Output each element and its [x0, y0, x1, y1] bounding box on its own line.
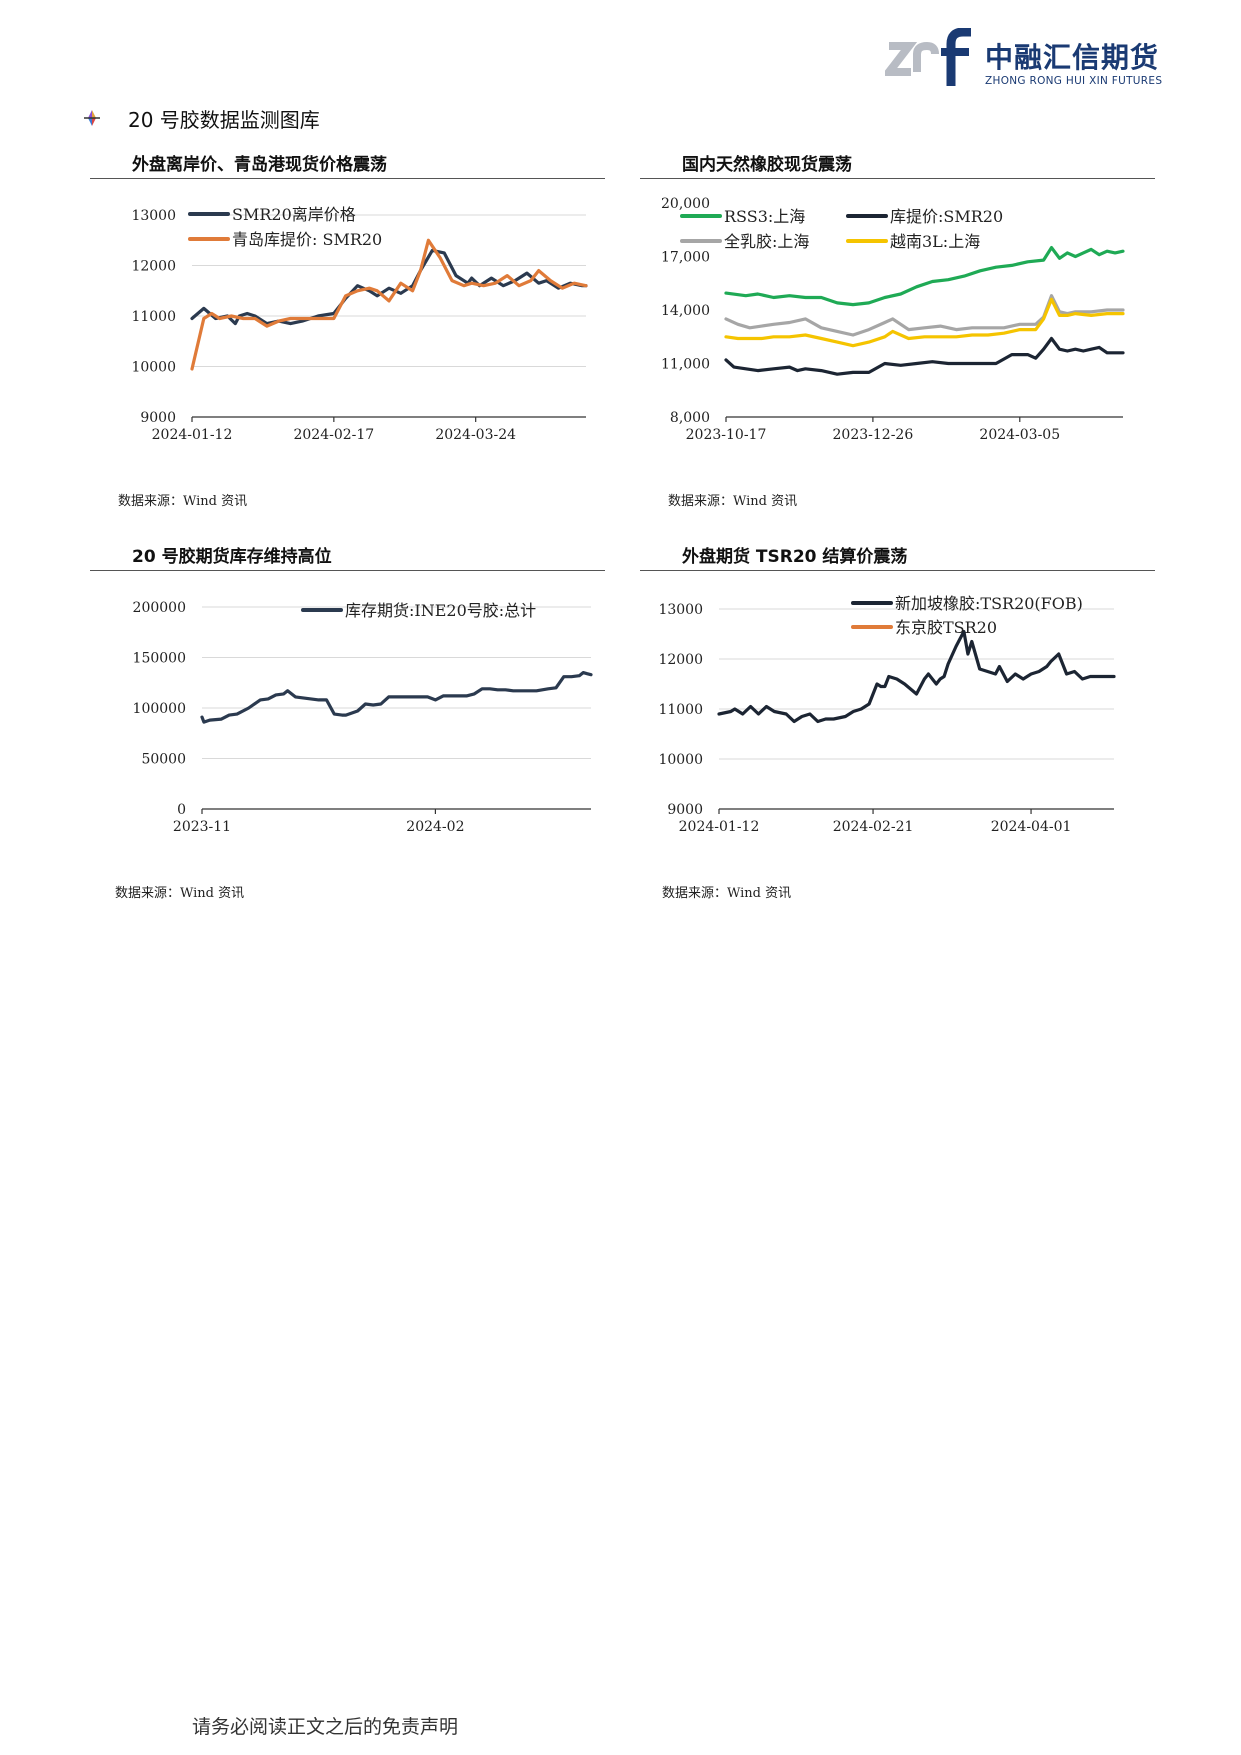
y-tick-label: 50000: [141, 752, 186, 768]
x-tick-label: 2024-02-21: [833, 819, 914, 835]
y-tick-label: 11000: [658, 702, 703, 718]
legend-label: RSS3:上海: [724, 207, 805, 226]
title-divider: [90, 178, 605, 179]
y-tick-label: 13000: [658, 602, 703, 618]
series-line-1: [200, 670, 593, 724]
y-tick-label: 12000: [658, 652, 703, 668]
y-tick-label: 13000: [131, 208, 176, 224]
legend-label: 新加坡橡胶:TSR20(FOB): [895, 594, 1083, 613]
y-tick-label: 10000: [658, 752, 703, 768]
chart-title: 国内天然橡胶现货震荡: [682, 155, 852, 175]
x-tick-label: 2023-12-26: [833, 427, 914, 443]
y-tick-label: 0: [177, 802, 186, 818]
series-line-1: [724, 245, 1125, 307]
series-line-4: [724, 297, 1125, 348]
data-source: 数据来源：Wind 资讯: [115, 886, 245, 901]
legend-label: SMR20离岸价格: [232, 205, 356, 224]
chart-title: 外盘离岸价、青岛港现货价格震荡: [132, 155, 387, 175]
chart-tsr20-settlement: 9000 10000 11000 12000 13000 2024-01-12 2024-0…: [658, 594, 1116, 835]
series-line-3: [724, 294, 1125, 337]
legend-label: 库提价:SMR20: [890, 207, 1003, 226]
chart-offshore-vs-qingdao: 9000 10000 11000 12000 13000 2024-01-12 2024-0…: [131, 205, 588, 443]
legend-label: 库存期货:INE20号胶:总计: [345, 601, 536, 620]
x-tick-label: 2024-02-17: [293, 427, 374, 443]
company-logo: 中融汇信期货 ZHONG RONG HUI XIN FUTURES: [885, 28, 1175, 98]
znf-logo-icon: [885, 28, 971, 86]
x-tick-label: 2024-03-24: [435, 427, 516, 443]
chart-title: 外盘期货 TSR20 结算价震荡: [682, 547, 908, 567]
section-title: 20 号胶数据监测图库: [128, 108, 320, 132]
footer-disclaimer: 请务必阅读正文之后的免责声明: [192, 1716, 459, 1738]
legend-label: 青岛库提价: SMR20: [232, 230, 382, 249]
y-tick-label: 10000: [131, 360, 176, 376]
x-tick-label: 2023-11: [173, 819, 231, 835]
logo-english-name: ZHONG RONG HUI XIN FUTURES: [985, 75, 1163, 87]
diamond-bullet-icon: [84, 110, 100, 126]
y-tick-label: 12000: [131, 259, 176, 275]
series-line-2: [190, 238, 588, 371]
y-tick-label: 150000: [133, 651, 186, 667]
x-tick-label: 2024-03-05: [979, 427, 1060, 443]
data-source: 数据来源：Wind 资讯: [662, 886, 792, 901]
x-tick-label: 2024-01-12: [679, 819, 760, 835]
series-line-1: [190, 248, 588, 326]
chart-panel-3: 20 号胶期货库存维持高位 0 50000 100000 150000 200000 20…: [90, 542, 605, 842]
series-line-1: [717, 629, 1116, 724]
y-tick-label: 100000: [133, 701, 186, 717]
data-source: 数据来源：Wind 资讯: [668, 494, 798, 509]
logo-chinese-name: 中融汇信期货: [985, 41, 1160, 74]
chart-panel-1: 外盘离岸价、青岛港现货价格震荡 9000 10000 11000 12000 13000…: [90, 150, 605, 450]
chart-panel-4: 外盘期货 TSR20 结算价震荡 9000 10000 11000 12000 1300…: [640, 542, 1155, 842]
x-tick-label: 2024-02: [406, 819, 464, 835]
chart-domestic-spot: 8,000 11,000 14,000 17,000 20,000 2023-10-17 2…: [661, 196, 1125, 443]
title-divider: [90, 570, 605, 571]
y-tick-label: 11000: [131, 309, 176, 325]
data-source: 数据来源：Wind 资讯: [118, 494, 248, 509]
chart-panel-2: 国内天然橡胶现货震荡 8,000 11,000 14,000 17,000 20,000…: [640, 150, 1155, 450]
title-divider: [640, 570, 1155, 571]
x-tick-label: 2023-10-17: [686, 427, 767, 443]
title-divider: [640, 178, 1155, 179]
legend-label: 全乳胶:上海: [724, 232, 809, 251]
legend-label: 越南3L:上海: [890, 232, 980, 251]
y-tick-label: 8,000: [670, 410, 710, 426]
y-tick-label: 20,000: [661, 196, 710, 212]
x-tick-label: 2024-01-12: [152, 427, 233, 443]
y-tick-label: 9000: [667, 802, 703, 818]
x-tick-label: 2024-04-01: [991, 819, 1072, 835]
series-line-2: [724, 336, 1125, 376]
y-tick-label: 14,000: [661, 303, 710, 319]
y-tick-label: 9000: [140, 410, 176, 426]
chart-ine20-inventory: 0 50000 100000 150000 200000 2023-11 2024-02 库存…: [133, 600, 593, 835]
y-tick-label: 200000: [133, 600, 186, 616]
y-tick-label: 17,000: [661, 250, 710, 266]
legend-label: 东京胶TSR20: [895, 618, 997, 637]
y-tick-label: 11,000: [661, 357, 710, 373]
chart-title: 20 号胶期货库存维持高位: [132, 547, 332, 567]
